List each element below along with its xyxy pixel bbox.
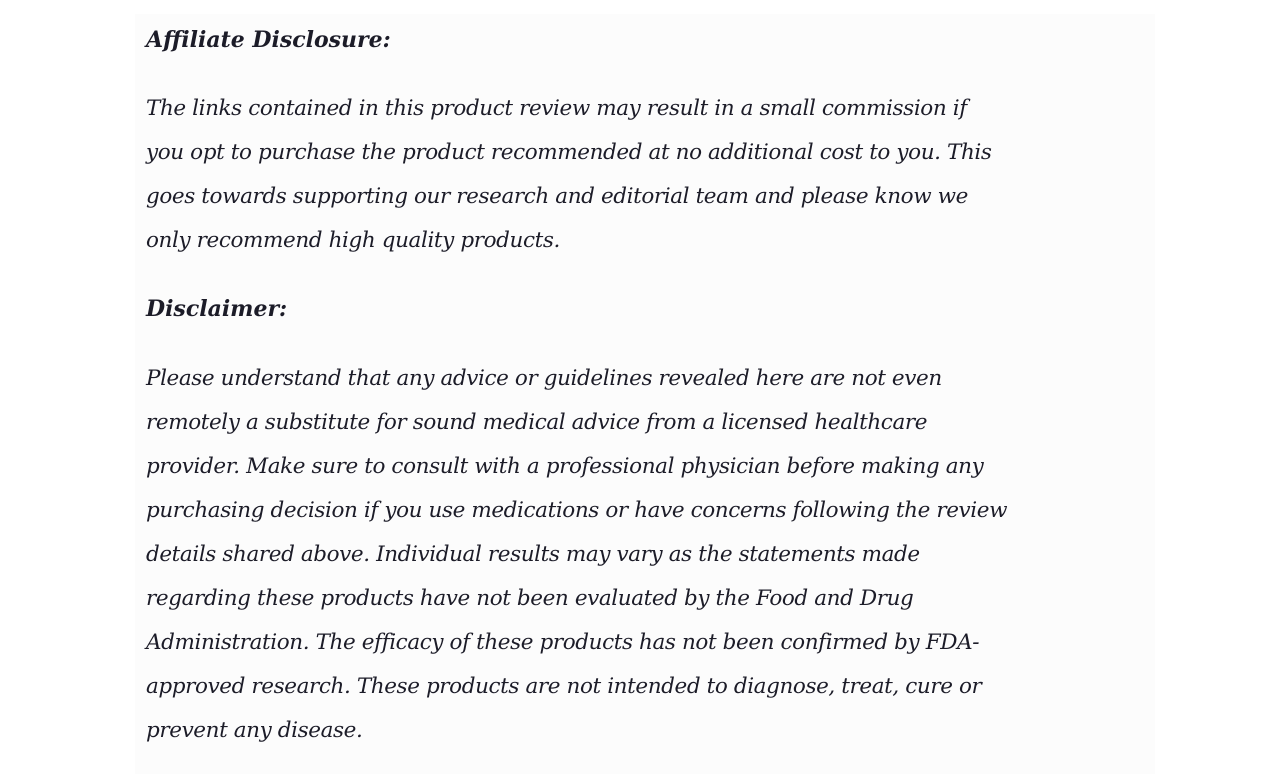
paragraph-line: Please understand that any advice or gui…: [146, 366, 942, 391]
paragraph-line: remotely a substitute for sound medical …: [146, 410, 928, 435]
paragraph-line: The links contained in this product revi…: [146, 96, 967, 121]
paragraph-line: only recommend high quality products.: [146, 228, 560, 253]
paragraph-line: Administration. The efficacy of these pr…: [146, 630, 980, 655]
paragraph-line: provider. Make sure to consult with a pr…: [146, 454, 984, 479]
paragraph-line: you opt to purchase the product recommen…: [146, 140, 992, 165]
paragraph-line: approved research. These products are no…: [146, 674, 982, 699]
disclosure-box: [135, 14, 1155, 774]
disclaimer-heading: Disclaimer:: [146, 296, 288, 322]
paragraph-line: prevent any disease.: [146, 718, 363, 743]
paragraph-line: regarding these products have not been e…: [146, 586, 914, 611]
paragraph-line: goes towards supporting our research and…: [146, 184, 968, 209]
paragraph-line: details shared above. Individual results…: [146, 542, 920, 567]
affiliate-disclosure-heading: Affiliate Disclosure:: [146, 27, 391, 53]
paragraph-line: purchasing decision if you use medicatio…: [146, 498, 1008, 523]
